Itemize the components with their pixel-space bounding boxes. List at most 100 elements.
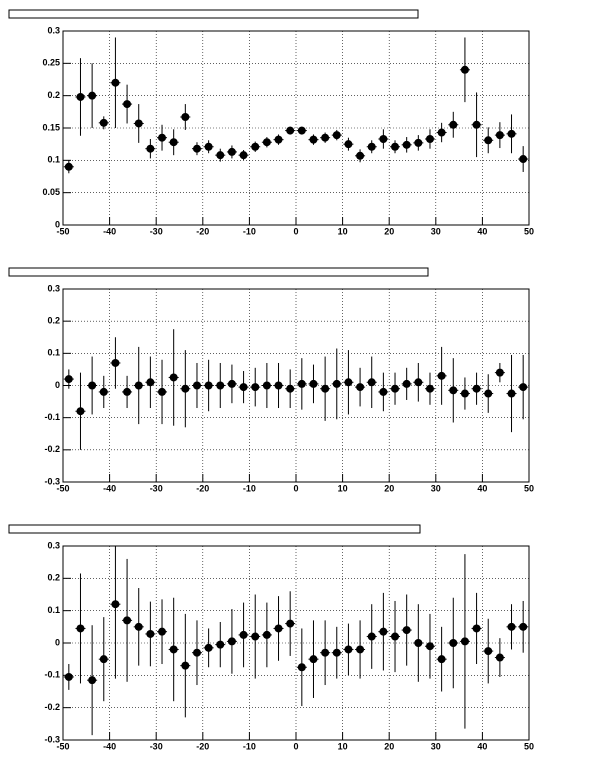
data-point (88, 381, 97, 390)
data-point (391, 632, 400, 641)
data-point (262, 630, 271, 639)
data-point (507, 389, 516, 398)
x-tick-label: -40 (103, 483, 116, 493)
data-point (64, 162, 73, 171)
data-point (216, 151, 225, 160)
x-tick-label: -50 (56, 741, 69, 751)
data-point (192, 648, 201, 657)
data-point (297, 126, 306, 135)
data-point (414, 138, 423, 147)
y-tick-label: -0.3 (44, 476, 60, 486)
y-tick-label: 0.3 (47, 25, 60, 35)
data-point (76, 407, 85, 416)
data-point (99, 118, 108, 127)
y-tick-label: -0.2 (44, 444, 60, 454)
data-point (367, 632, 376, 641)
data-point (379, 134, 388, 143)
y-tick-label: 0.15 (42, 122, 60, 132)
data-point (158, 133, 167, 142)
data-point (344, 645, 353, 654)
data-point (262, 381, 271, 390)
x-tick-label: 0 (293, 741, 298, 751)
data-point (204, 643, 213, 652)
data-point (76, 624, 85, 633)
data-point (367, 142, 376, 151)
data-point (169, 138, 178, 147)
data-point (495, 131, 504, 140)
y-tick-label: -0.1 (44, 412, 60, 422)
x-tick-label: -10 (243, 483, 256, 493)
x-tick-label: 40 (477, 226, 487, 236)
data-point (332, 648, 341, 657)
x-tick-label: -30 (150, 226, 163, 236)
x-tick-label: 0 (293, 483, 298, 493)
data-point (309, 655, 318, 664)
data-point (414, 378, 423, 387)
data-point (297, 379, 306, 388)
data-point (321, 133, 330, 142)
data-point (146, 378, 155, 387)
data-point (460, 637, 469, 646)
x-tick-label: 50 (524, 741, 534, 751)
data-point (262, 138, 271, 147)
data-point (274, 624, 283, 633)
data-point (286, 126, 295, 135)
data-point (169, 373, 178, 382)
x-tick-label: 40 (477, 741, 487, 751)
x-tick-label: 30 (431, 741, 441, 751)
data-point (88, 676, 97, 685)
data-point (449, 120, 458, 129)
data-point (251, 632, 260, 641)
data-point (239, 383, 248, 392)
data-point (495, 653, 504, 662)
x-tick-label: -20 (196, 741, 209, 751)
data-point (402, 379, 411, 388)
data-point (146, 144, 155, 153)
data-point (64, 375, 73, 384)
data-point (391, 142, 400, 151)
data-point (344, 140, 353, 149)
x-tick-label: 40 (477, 483, 487, 493)
data-point (158, 387, 167, 396)
data-point (76, 92, 85, 101)
data-point (274, 135, 283, 144)
y-tick-label: 0.1 (47, 348, 60, 358)
data-point (519, 383, 528, 392)
data-point (414, 639, 423, 647)
data-point (239, 151, 248, 160)
data-point (379, 627, 388, 636)
y-tick-label: 0.2 (47, 573, 60, 583)
data-point (379, 387, 388, 396)
x-tick-label: 0 (293, 226, 298, 236)
data-point (519, 622, 528, 631)
x-tick-label: 20 (384, 483, 394, 493)
data-point (402, 140, 411, 149)
data-point (332, 379, 341, 388)
data-point (227, 637, 236, 646)
data-point (367, 378, 376, 387)
data-point (169, 645, 178, 654)
data-point (321, 384, 330, 393)
data-point (495, 368, 504, 377)
data-point (472, 624, 481, 633)
y-tick-label: 0.2 (47, 90, 60, 100)
data-point (391, 384, 400, 393)
y-tick-label: 0.2 (47, 316, 60, 326)
data-point (227, 147, 236, 156)
y-tick-label: 0 (55, 637, 60, 647)
data-point (507, 129, 516, 138)
data-point (437, 128, 446, 137)
x-tick-label: 10 (338, 741, 348, 751)
data-point (204, 142, 213, 151)
data-point (204, 381, 213, 390)
y-tick-label: 0.3 (47, 540, 60, 550)
data-point (274, 381, 283, 390)
data-point (216, 640, 225, 649)
data-point (437, 655, 446, 664)
data-point (484, 389, 493, 398)
data-point (309, 135, 318, 144)
data-point (332, 131, 341, 140)
x-tick-label: -30 (150, 741, 163, 751)
data-point (227, 379, 236, 388)
x-tick-label: -40 (103, 741, 116, 751)
